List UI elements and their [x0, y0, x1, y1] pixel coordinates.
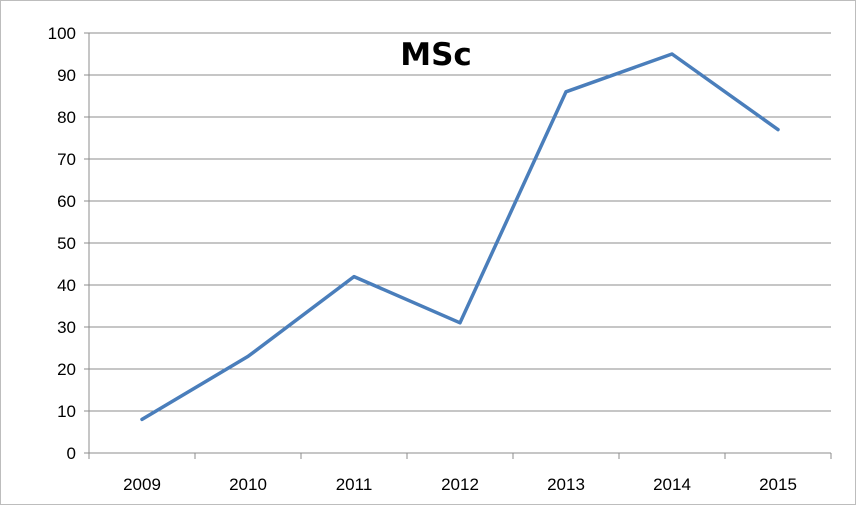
y-tick-label: 50: [57, 234, 76, 253]
y-tick-label: 60: [57, 192, 76, 211]
x-tick-label: 2012: [441, 475, 479, 494]
axes: [84, 32, 832, 459]
x-tick-label: 2015: [759, 475, 797, 494]
series-line: [140, 52, 780, 422]
x-tick-label: 2014: [653, 475, 691, 494]
y-tick-label: 90: [57, 66, 76, 85]
y-tick-labels: 0 10 20 30 40 50 60 70 80 90 100: [48, 24, 76, 463]
data-point: [140, 417, 144, 421]
data-point: [776, 128, 780, 132]
x-tick-label: 2011: [336, 475, 373, 494]
x-tick-label: 2009: [123, 475, 161, 494]
y-tick-label: 0: [67, 444, 76, 463]
y-tick-label: 20: [57, 360, 76, 379]
x-tick-label: 2010: [229, 475, 267, 494]
y-tick-label: 100: [48, 24, 76, 43]
y-tick-label: 70: [57, 150, 76, 169]
data-point: [352, 275, 356, 279]
x-tick-label: 2013: [547, 475, 585, 494]
chart-title: MSc: [400, 37, 472, 73]
y-tick-label: 40: [57, 276, 76, 295]
data-point: [246, 354, 250, 358]
gridlines: [89, 32, 831, 412]
y-tick-label: 80: [57, 108, 76, 127]
y-tick-label: 10: [57, 402, 76, 421]
y-tick-label: 30: [57, 318, 76, 337]
data-point: [670, 52, 674, 56]
data-point: [564, 90, 568, 94]
series-layer: [140, 52, 780, 422]
x-tick-labels: 2009 2010 2011 2012 2013 2014 2015: [123, 475, 797, 494]
data-point: [458, 321, 462, 325]
